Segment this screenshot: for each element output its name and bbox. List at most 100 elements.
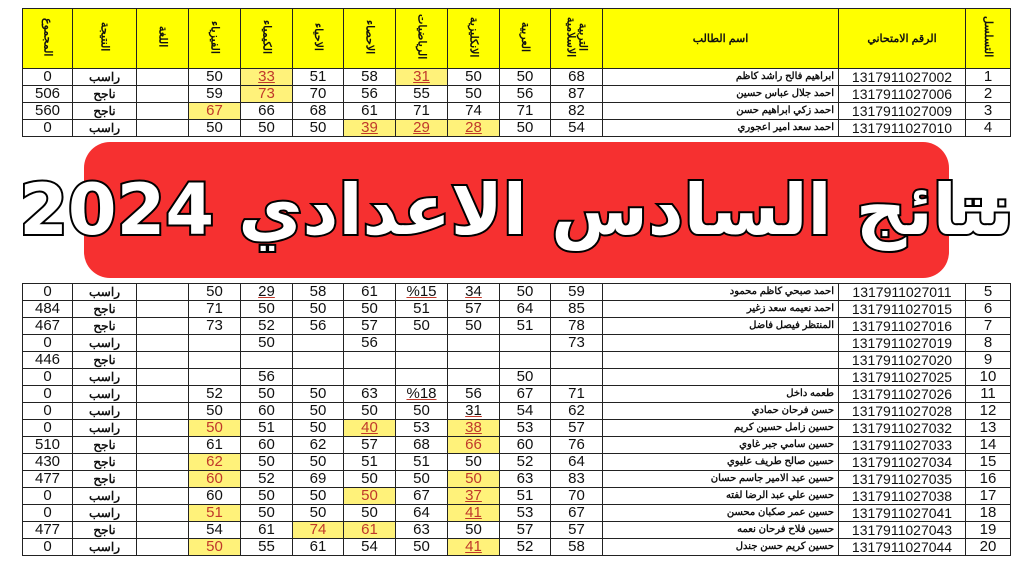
table-cell: 50 <box>188 402 241 420</box>
table-cell <box>136 504 189 522</box>
table-cell: ناجح <box>72 102 137 120</box>
cell-value: 40 <box>361 419 378 436</box>
table-cell: 50 <box>343 300 396 318</box>
cell-value: 50 <box>309 300 327 317</box>
cell-value: 477 <box>34 521 61 538</box>
column-header: الرقم الامتحاني <box>838 8 966 69</box>
table-cell: 61 <box>188 436 241 454</box>
table-cell: 38 <box>447 419 500 437</box>
table-cell <box>447 351 500 369</box>
table-cell: 62 <box>292 436 344 454</box>
table-cell: 64 <box>395 504 448 522</box>
table-cell: 50 <box>240 487 293 505</box>
cell-value: ناجح <box>93 353 116 367</box>
cell-value: 71 <box>516 102 534 119</box>
table-cell: 50 <box>188 283 241 301</box>
column-header: الكيمياء <box>240 8 293 69</box>
cell-value: 50 <box>465 470 482 487</box>
table-cell: 60 <box>188 487 241 505</box>
table-cell: 56 <box>292 317 344 335</box>
cell-value: 1317911027041 <box>851 505 953 521</box>
table-cell: 1317911027028 <box>838 402 966 420</box>
cell-value: 56 <box>465 385 482 402</box>
table-cell <box>136 538 189 556</box>
table-cell: المنتظر فيصل فاضل <box>602 317 839 335</box>
cell-value: 1317911027032 <box>851 420 953 436</box>
table-cell <box>136 102 189 120</box>
cell-value: 50 <box>465 85 482 102</box>
table-cell <box>292 368 344 386</box>
cell-value: 7 <box>983 317 993 334</box>
column-header: اللغة <box>136 8 189 69</box>
cell-value: راسب <box>89 336 120 350</box>
table-cell: 68 <box>395 436 448 454</box>
table-cell: 1317911027019 <box>838 334 966 352</box>
table-cell: 50 <box>292 453 344 471</box>
table-cell: 446 <box>22 351 73 369</box>
table-row: 17 1317911027038 حسين علي عبد الرضا لفته 70… <box>22 487 1011 505</box>
cell-value: 8 <box>983 334 993 351</box>
cell-value: راسب <box>89 370 120 384</box>
table-cell <box>136 334 189 352</box>
cell-value: 15 <box>979 453 997 470</box>
cell-value: 71 <box>206 300 223 317</box>
table-cell <box>136 119 189 137</box>
cell-value: 50 <box>413 538 430 555</box>
table-cell: 70 <box>550 487 603 505</box>
table-cell: 51 <box>292 68 344 86</box>
table-cell: 62 <box>550 402 603 420</box>
table-cell: 0 <box>22 402 73 420</box>
cell-value: 29 <box>258 283 275 300</box>
table-cell: 59 <box>188 85 241 103</box>
table-cell: 59 <box>550 283 603 301</box>
table-cell: 54 <box>343 538 396 556</box>
table-cell: 87 <box>550 85 603 103</box>
table-cell: 1317911027038 <box>838 487 966 505</box>
table-cell: احمد زكي ابراهيم حسن <box>602 102 839 120</box>
table-cell: 56 <box>240 368 293 386</box>
cell-value: 66 <box>258 102 275 119</box>
table-cell: 1317911027032 <box>838 419 966 437</box>
cell-value: 52 <box>258 317 275 334</box>
table-cell: 64 <box>499 300 551 318</box>
table-cell <box>136 283 189 301</box>
table-cell: 477 <box>22 470 73 488</box>
table-row: 2 1317911027006 احمد جلال عباس حسين 87 56 50 5… <box>22 85 1011 103</box>
table-cell: 56 <box>343 85 396 103</box>
cell-value: 1317911027015 <box>851 301 953 317</box>
cell-value: 63 <box>413 521 430 538</box>
table-cell: 0 <box>22 334 73 352</box>
cell-value: 50 <box>309 504 327 521</box>
cell-value: 1317911027011 <box>852 284 952 300</box>
cell-value: 54 <box>568 119 585 136</box>
table-cell <box>499 351 551 369</box>
cell-value: 55 <box>258 538 275 555</box>
table-cell: 29 <box>395 119 448 137</box>
cell-value: 63 <box>361 385 378 402</box>
cell-value: 61 <box>361 102 378 119</box>
table-cell: راسب <box>72 504 137 522</box>
banner-title: نتائج السادس الاعدادي 2024 <box>22 167 1011 253</box>
column-header: الانكليزية <box>447 8 500 69</box>
table-cell: 85 <box>550 300 603 318</box>
table-cell <box>550 351 603 369</box>
table-cell: 11 <box>965 385 1011 403</box>
table-cell: 56 <box>499 85 551 103</box>
table-row: 9 1317911027020 ناجح 446 <box>22 351 1011 369</box>
cell-value: 50 <box>258 334 275 351</box>
cell-value: المنتظر فيصل فاضل <box>749 320 834 331</box>
table-cell: 40 <box>343 419 396 437</box>
table-cell <box>136 436 189 454</box>
cell-value: 2 <box>983 85 993 102</box>
table-cell: 560 <box>22 102 73 120</box>
table-row: 3 1317911027009 احمد زكي ابراهيم حسن 82 71 74… <box>22 102 1011 120</box>
cell-value: حسين سامي جبر غاوي <box>739 439 834 450</box>
table-cell: 1317911027002 <box>838 68 966 86</box>
cell-value: 1317911027038 <box>851 488 953 504</box>
table-cell: 1317911027026 <box>838 385 966 403</box>
table-cell: راسب <box>72 334 137 352</box>
table-cell: 61 <box>292 538 344 556</box>
cell-value: 50 <box>206 402 223 419</box>
table-cell: 8 <box>965 334 1011 352</box>
table-cell: 50 <box>343 402 396 420</box>
